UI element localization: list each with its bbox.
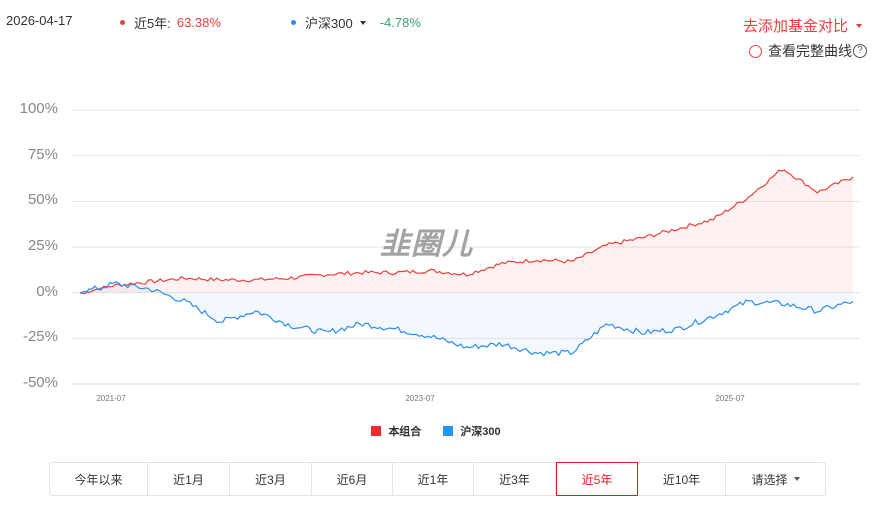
tab-10y[interactable]: 近10年 [638, 463, 726, 495]
period-tabs: 今年以来 近1月 近3月 近6月 近1年 近3年 近5年 近10年 请选择 [49, 462, 826, 496]
portfolio-period-label: 近5年: [134, 16, 171, 31]
y-tick: 0% [36, 283, 58, 300]
add-fund-compare-button[interactable]: 去添加基金对比 [743, 15, 862, 36]
y-tick: -50% [22, 374, 58, 391]
full-curve-label: 查看完整曲线 [768, 43, 852, 59]
benchmark-dot-icon [291, 20, 296, 25]
x-tick: 2021-07 [96, 394, 126, 403]
grid-lines [72, 109, 860, 385]
legend-label: 本组合 [388, 426, 422, 438]
full-curve-toggle[interactable]: 查看完整曲线 ? [749, 41, 867, 61]
chart-header: 2026-04-17 近5年: 63.38% 沪深300 -4.78% 去添加基… [0, 0, 872, 40]
benchmark-line [79, 281, 854, 357]
y-tick: 100% [19, 100, 58, 117]
chevron-down-icon [793, 477, 800, 481]
portfolio-line [79, 169, 854, 294]
series-summary-portfolio: 近5年: 63.38% [120, 13, 221, 32]
tab-1y[interactable]: 近1年 [393, 463, 474, 495]
tab-3y[interactable]: 近3年 [474, 463, 556, 495]
tab-1m[interactable]: 近1月 [148, 463, 230, 495]
legend-swatch-blue-icon [443, 426, 454, 436]
portfolio-dot-icon [120, 20, 125, 25]
series-lines [79, 169, 854, 357]
legend-label: 沪深300 [460, 426, 501, 438]
series-areas [80, 170, 853, 356]
legend-item-portfolio[interactable]: 本组合 [371, 423, 421, 439]
current-date: 2026-04-17 [6, 13, 73, 28]
legend-swatch-red-icon [371, 426, 382, 436]
y-tick: -25% [22, 328, 58, 345]
portfolio-return-value: 63.38% [176, 15, 221, 30]
x-tick: 2025-07 [715, 394, 745, 403]
help-icon[interactable]: ? [853, 44, 867, 58]
add-fund-compare-label: 去添加基金对比 [742, 18, 848, 35]
y-tick: 25% [27, 237, 58, 254]
series-summary-benchmark[interactable]: 沪深300 -4.78% [291, 13, 421, 32]
tab-6m[interactable]: 近6月 [312, 463, 393, 495]
legend-item-benchmark[interactable]: 沪深300 [443, 423, 501, 439]
benchmark-return-value: -4.78% [379, 15, 421, 30]
chevron-down-icon[interactable] [359, 20, 366, 25]
y-tick: 50% [27, 191, 58, 208]
y-tick: 75% [27, 146, 58, 163]
chart-legend: 本组合 沪深300 [0, 423, 872, 439]
chevron-down-icon [856, 23, 862, 28]
radio-icon[interactable] [749, 44, 762, 58]
watermark-logo: 韭圈儿 [380, 228, 473, 261]
x-tick: 2023-07 [405, 394, 435, 403]
benchmark-selector[interactable]: 沪深300 [305, 16, 353, 31]
tab-5y[interactable]: 近5年 [556, 462, 638, 496]
tab-ytd[interactable]: 今年以来 [50, 463, 148, 495]
tab-3m[interactable]: 近3月 [230, 463, 312, 495]
tab-custom-select[interactable]: 请选择 [726, 463, 825, 495]
